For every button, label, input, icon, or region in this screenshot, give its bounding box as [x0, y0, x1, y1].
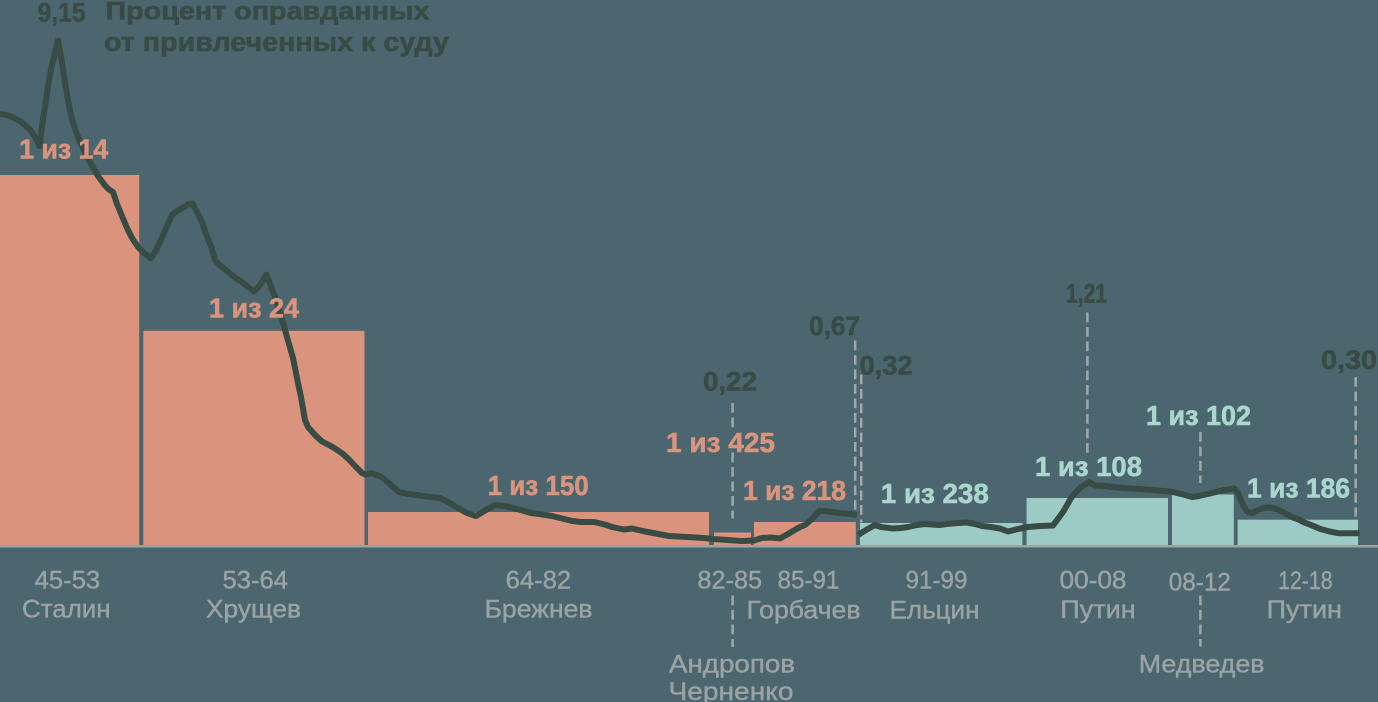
- svg-text:Процент оправданных: Процент оправданных: [106, 0, 430, 26]
- svg-text:64-82: 64-82: [506, 567, 572, 595]
- svg-text:1 из 425: 1 из 425: [666, 427, 775, 458]
- svg-text:82-85: 82-85: [697, 567, 762, 595]
- svg-text:9,15: 9,15: [38, 0, 86, 27]
- svg-text:1,21: 1,21: [1066, 279, 1107, 309]
- svg-text:Черненко: Черненко: [669, 678, 794, 702]
- svg-text:85-91: 85-91: [778, 567, 840, 595]
- svg-text:0,22: 0,22: [703, 367, 757, 397]
- svg-text:Сталин: Сталин: [22, 596, 111, 624]
- svg-text:Горбачев: Горбачев: [747, 597, 861, 625]
- svg-text:от привлеченных к суду: от привлеченных к суду: [104, 27, 449, 57]
- svg-text:Медведев: Медведев: [1139, 651, 1265, 679]
- svg-text:1 из 102: 1 из 102: [1146, 400, 1251, 431]
- svg-text:0,32: 0,32: [860, 351, 913, 381]
- svg-text:08-12: 08-12: [1169, 569, 1231, 597]
- svg-text:0,30: 0,30: [1321, 345, 1377, 375]
- svg-text:1 из 218: 1 из 218: [743, 475, 846, 506]
- svg-text:12-18: 12-18: [1278, 567, 1333, 595]
- svg-text:Хрущев: Хрущев: [206, 596, 301, 624]
- svg-text:1 из 14: 1 из 14: [19, 134, 108, 165]
- svg-text:Ельцин: Ельцин: [890, 597, 980, 625]
- svg-text:1 из 24: 1 из 24: [209, 293, 299, 324]
- svg-text:0,67: 0,67: [809, 311, 860, 341]
- svg-text:Андропов: Андропов: [669, 651, 795, 679]
- svg-text:53-64: 53-64: [223, 567, 289, 595]
- svg-text:Путин: Путин: [1267, 596, 1342, 624]
- svg-text:1 из 108: 1 из 108: [1035, 451, 1142, 482]
- svg-text:00-08: 00-08: [1060, 567, 1127, 595]
- svg-text:45-53: 45-53: [35, 567, 101, 595]
- svg-text:Путин: Путин: [1060, 596, 1135, 624]
- svg-text:1 из 150: 1 из 150: [488, 470, 589, 501]
- svg-text:1 из 238: 1 из 238: [881, 478, 989, 509]
- svg-text:Брежнев: Брежнев: [485, 596, 593, 624]
- svg-text:1 из 186: 1 из 186: [1247, 473, 1350, 504]
- svg-text:91-99: 91-99: [906, 567, 968, 595]
